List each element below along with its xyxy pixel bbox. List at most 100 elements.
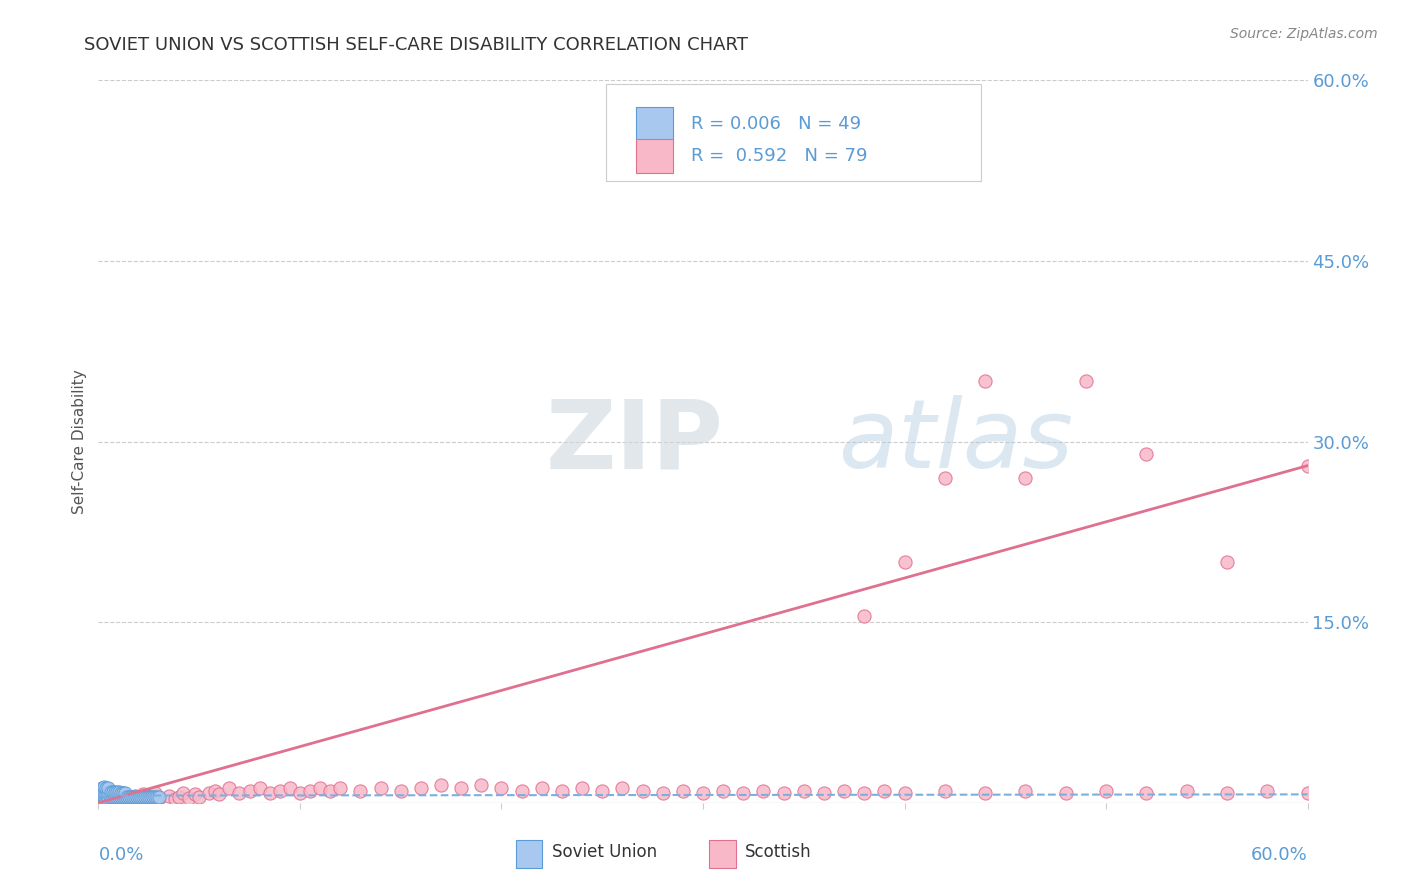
Point (551, 784, 574, 798)
Text: SOVIET UNION VS SCOTTISH SELF-CARE DISABILITY CORRELATION CHART: SOVIET UNION VS SCOTTISH SELF-CARE DISAB… (84, 36, 748, 54)
Text: atlas: atlas (838, 395, 1073, 488)
FancyBboxPatch shape (709, 840, 735, 868)
Point (105, 789, 128, 804)
Point (309, 781, 332, 796)
Point (111, 789, 134, 804)
Point (299, 784, 322, 798)
Point (100, 789, 122, 804)
Point (97, 781, 120, 796)
Point (107, 792, 129, 806)
Point (249, 781, 271, 796)
Point (91, 791, 114, 805)
Point (530, 781, 553, 796)
Point (470, 778, 492, 792)
Point (163, 792, 186, 806)
Point (111, 786, 134, 800)
Point (631, 784, 654, 798)
Point (91, 788, 114, 802)
Point (107, 789, 129, 804)
Point (1095, 784, 1118, 798)
Point (278, 781, 301, 796)
Text: ZIP: ZIP (546, 395, 724, 488)
Text: Source: ZipAtlas.com: Source: ZipAtlas.com (1230, 27, 1378, 41)
Point (120, 789, 142, 804)
Point (813, 786, 835, 800)
Point (135, 789, 157, 804)
Point (91, 781, 114, 796)
Point (138, 789, 160, 804)
Point (128, 789, 150, 804)
Point (157, 789, 180, 803)
Point (430, 778, 453, 792)
Point (853, 609, 876, 624)
Point (934, 470, 956, 484)
Point (118, 789, 141, 804)
FancyBboxPatch shape (516, 840, 543, 868)
Point (450, 781, 472, 796)
Point (167, 789, 190, 804)
Point (138, 789, 160, 804)
Point (93, 780, 115, 794)
Point (124, 789, 146, 804)
FancyBboxPatch shape (637, 138, 672, 173)
Point (1074, 374, 1097, 388)
Point (143, 786, 166, 800)
Point (651, 786, 673, 800)
Point (1135, 786, 1157, 800)
Point (118, 791, 141, 805)
Point (733, 786, 755, 800)
Point (204, 784, 226, 798)
Point (184, 788, 207, 802)
Point (1175, 784, 1198, 798)
Point (389, 784, 412, 798)
Text: R = 0.006   N = 49: R = 0.006 N = 49 (690, 115, 860, 133)
Point (103, 789, 125, 804)
Point (672, 784, 695, 798)
Point (893, 786, 915, 800)
Point (329, 781, 352, 796)
Point (100, 785, 122, 799)
Point (409, 781, 432, 796)
Point (172, 786, 194, 800)
Point (111, 786, 134, 800)
Point (148, 791, 170, 805)
Point (752, 784, 775, 798)
Point (269, 784, 291, 798)
Text: Scottish: Scottish (745, 843, 811, 861)
Point (259, 786, 281, 800)
Point (692, 786, 714, 800)
Point (1054, 786, 1077, 800)
Point (198, 786, 221, 800)
Point (1256, 784, 1278, 798)
Point (188, 789, 211, 804)
Point (96, 791, 118, 805)
Point (101, 785, 124, 799)
Point (107, 785, 129, 799)
Point (132, 788, 155, 802)
Point (711, 784, 734, 798)
Point (97, 789, 120, 804)
Point (491, 781, 513, 796)
Text: 0.0%: 0.0% (98, 847, 143, 864)
Point (97, 789, 120, 804)
Point (114, 786, 136, 800)
Point (1296, 786, 1319, 800)
Point (139, 789, 162, 804)
Point (239, 784, 262, 798)
Point (124, 789, 146, 803)
Point (143, 789, 166, 804)
Point (110, 786, 132, 800)
Point (128, 792, 150, 806)
Point (89, 784, 111, 798)
Point (793, 784, 815, 798)
Point (974, 374, 997, 388)
Point (612, 781, 634, 796)
Point (97, 786, 120, 800)
Point (125, 789, 148, 804)
Point (873, 784, 896, 798)
Point (115, 789, 138, 804)
Point (1014, 470, 1036, 484)
Point (510, 784, 533, 798)
Point (93, 791, 115, 805)
Text: Soviet Union: Soviet Union (551, 843, 657, 861)
